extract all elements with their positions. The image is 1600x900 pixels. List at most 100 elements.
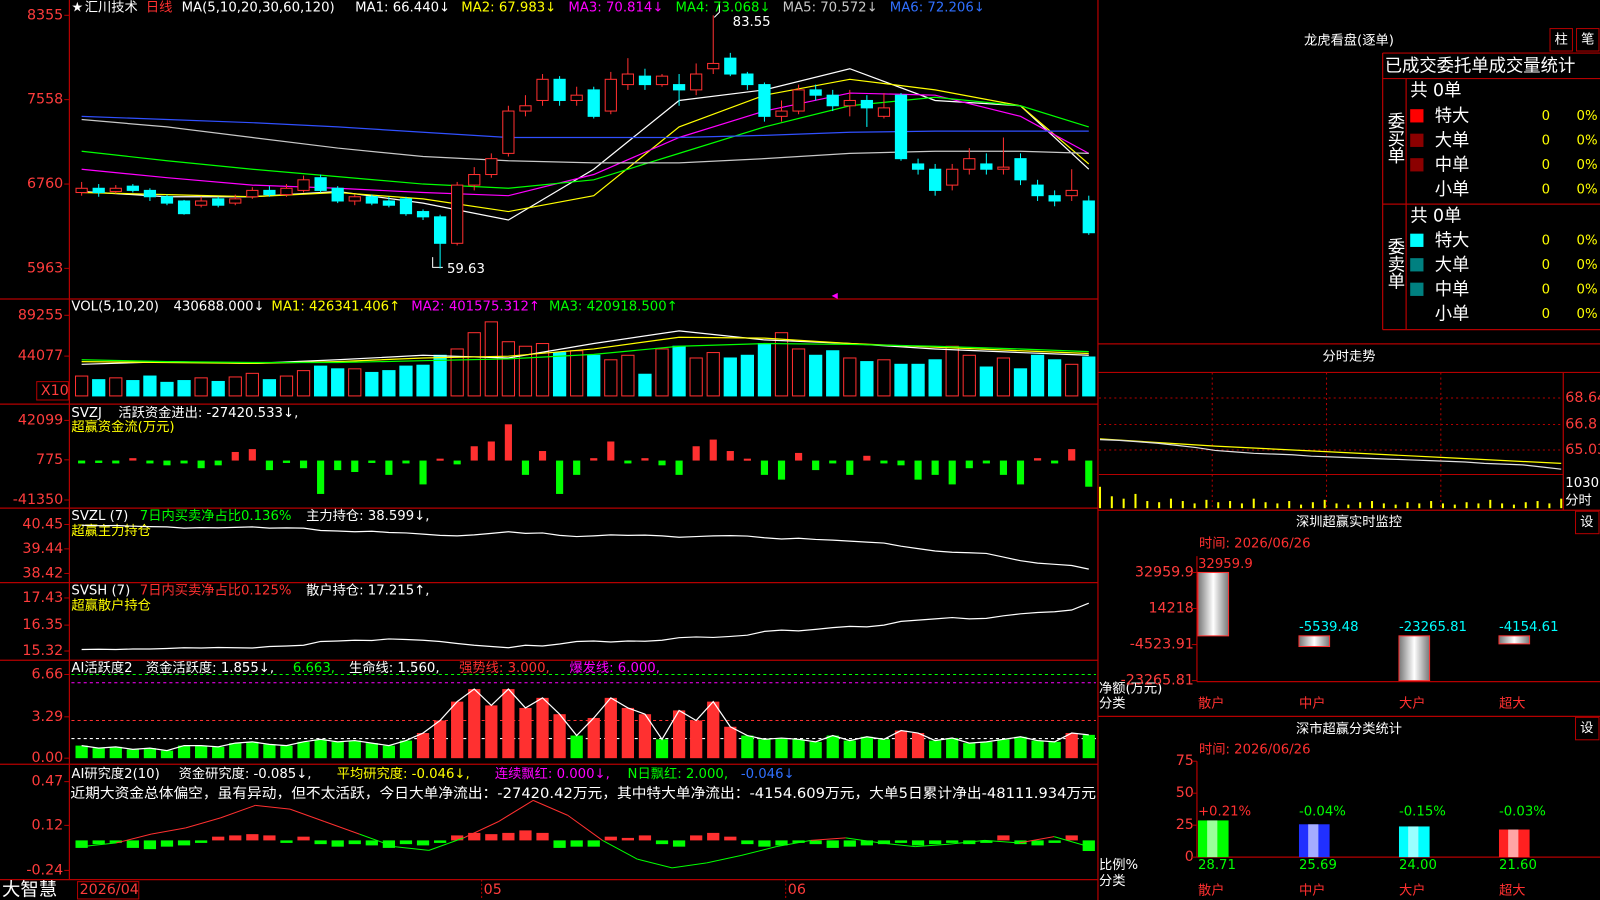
research-bar [177,840,191,846]
y-tick-label: 42099 [18,412,63,428]
candle-body [536,78,549,101]
candle-body [690,73,703,91]
volume-bar [467,332,481,397]
flow-bar [1033,458,1042,461]
flow-bar [829,460,837,464]
category-label: 散户 [1198,695,1225,712]
research-line [532,799,569,816]
research-bar [843,840,856,847]
change-label: -0.15% [1399,805,1446,820]
flow-bar [709,439,717,461]
svzl-label: 主力持仓: 38.599↓, [306,508,429,524]
research-bar [399,840,413,845]
flow-bar [129,458,137,461]
candle-body [587,89,600,117]
settings-button[interactable]: 设 [1580,720,1593,736]
volume-bar [450,348,464,397]
flow-bar [931,460,939,475]
volume-bar [416,364,430,397]
research-bar [826,840,839,848]
activity-bar [382,745,396,759]
research-bar [1031,840,1044,846]
flow-bar [1068,449,1076,461]
flow-bar [795,452,803,461]
candle-body [655,75,669,86]
toggle-button[interactable]: 笔 [1581,31,1594,47]
candle-body [160,196,174,204]
research-line [359,833,395,848]
change-label: +0.21% [1198,805,1251,820]
value-label: 25.69 [1299,858,1337,873]
research-line [741,846,777,856]
ai-active-label: 强势线: 3.000, [459,660,550,676]
volume-bar [313,365,328,397]
date-label: 2026/04 [80,882,139,898]
activity-bar [638,714,652,759]
candle-body [1014,158,1027,181]
flow-bar [146,460,154,464]
candle-body [126,185,139,191]
flow-bar [214,460,222,466]
net-bar [1197,571,1230,637]
ma-label: MA(5,10,20,30,60,120) [182,1,335,16]
research-line [637,858,673,869]
y-tick-label: 0.00 [31,750,63,766]
volume-bar [331,368,345,397]
volume-bar [945,345,959,397]
legend-swatch [1410,233,1424,247]
category-label: 中户 [1299,695,1326,712]
candle-body [997,166,1010,170]
row-label: 大单 [1435,131,1470,151]
volume-bar [501,341,516,397]
svsh-label: 散户持仓: 17.215↑, [306,581,429,598]
candle-body [331,187,344,202]
candle-body [348,196,361,202]
candle-body [672,84,686,91]
candle-body [775,110,788,117]
activity-bar [741,735,754,759]
research-bar [860,840,873,846]
y-tick-label: 16.35 [22,617,63,633]
y-tick-label: 17.43 [22,590,63,606]
flow-bar [231,451,239,461]
research-bar [246,834,259,841]
research-line [394,846,429,851]
volume-bar [518,345,533,397]
y-tick-label: 775 [36,452,63,468]
panel-title: 龙虎看盘(逐单) [1304,31,1394,48]
order-side: 委买单 [1384,112,1405,164]
legend-swatch [1410,109,1424,123]
row-label: 小单 [1435,180,1470,200]
y-tick-label: 39.44 [22,541,63,557]
flow-bar [1085,460,1093,487]
activity-bar [980,741,993,759]
ai-research-name: AI研究度2(10) [71,766,159,782]
volume-bar [194,377,208,397]
ratio-bar-shine [1308,824,1319,858]
candle-body [553,78,566,101]
value-label: 21.60 [1499,858,1537,873]
activity-bar [1014,736,1027,759]
y-tick-label: 75 [1176,753,1194,769]
candle-body [758,84,771,117]
ai-research-label: 连续飘红: 0.000↓, [495,766,610,782]
panel-title: 深市超赢分类统计 [1296,720,1402,737]
category-label: 散户 [1198,881,1225,898]
settings-button[interactable]: 设 [1580,514,1593,530]
candle-body [809,89,822,96]
activity-bar [348,740,361,759]
y-tick-label: 6760 [27,176,63,192]
research-bar [980,840,993,843]
activity-bar [485,705,498,759]
order-total: 共 0单 [1410,81,1461,101]
candle-body [399,198,413,215]
toggle-button[interactable]: 柱 [1555,31,1568,47]
candle-body [1065,189,1078,197]
ma-line [81,96,1089,189]
candle-body [75,187,88,194]
activity-bar [195,745,208,759]
candle-body [297,179,310,191]
volume-bar [774,332,789,397]
flow-bar [948,460,956,485]
